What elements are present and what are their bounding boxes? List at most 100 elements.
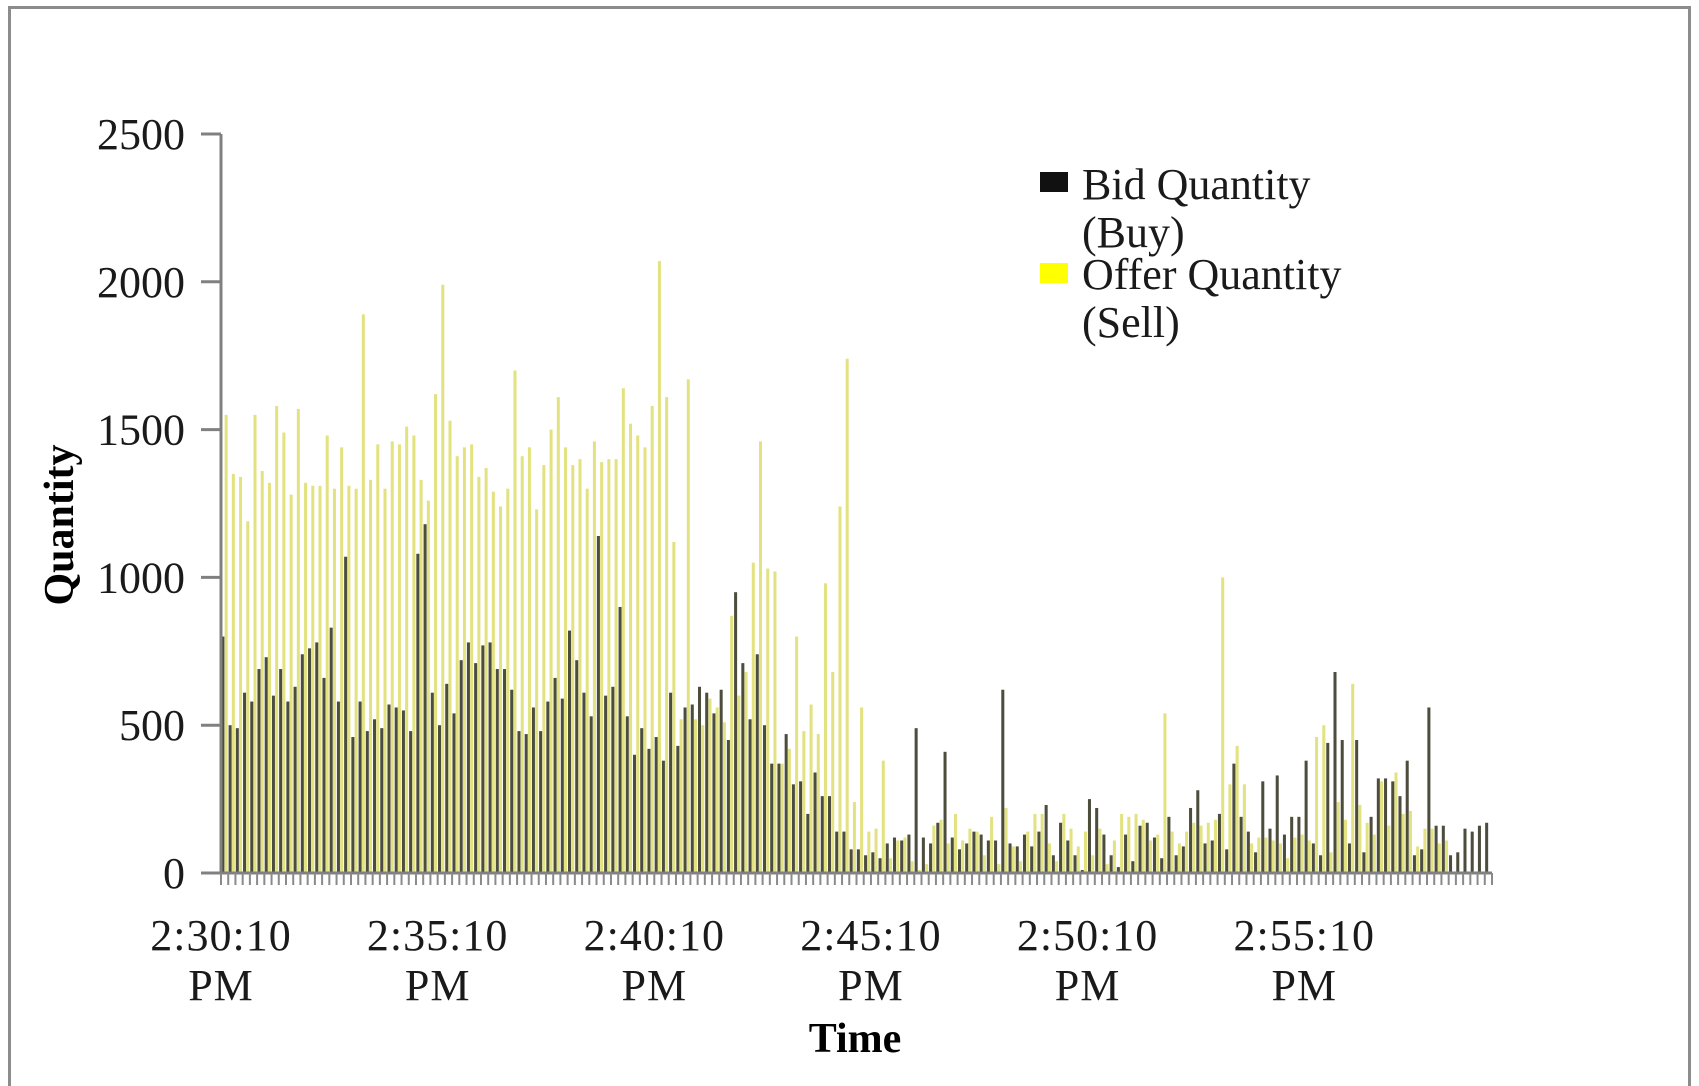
- offer-series-bars: [224, 261, 1449, 873]
- bid-bar: [661, 760, 665, 873]
- bid-bar: [1109, 855, 1113, 873]
- offer-bar: [455, 456, 459, 873]
- bid-bar: [1138, 825, 1142, 873]
- offer-bar: [361, 314, 365, 873]
- offer-bar: [556, 397, 560, 873]
- bid-bar: [1398, 796, 1402, 873]
- offer-bar: [412, 435, 416, 873]
- bid-bar: [1087, 799, 1091, 873]
- offer-bar: [1098, 828, 1102, 873]
- offer-bar: [578, 459, 582, 873]
- bid-bar: [553, 677, 557, 873]
- bid-bar: [1261, 781, 1265, 873]
- bid-bar: [329, 627, 333, 873]
- offer-bar: [397, 444, 401, 873]
- offer-bar: [614, 459, 618, 873]
- x-tick-label-time: 2:55:10: [1234, 911, 1375, 960]
- offer-bar: [383, 488, 387, 873]
- offer-bar: [1408, 810, 1412, 873]
- bid-bar: [697, 686, 702, 873]
- bid-bar: [1225, 849, 1229, 873]
- offer-bar: [795, 636, 799, 873]
- legend-swatch-offer: [1040, 263, 1068, 283]
- offer-bar: [925, 864, 929, 873]
- bid-bar: [1470, 831, 1474, 873]
- offer-bar: [332, 488, 336, 873]
- offer-bar: [816, 734, 820, 873]
- bid-bar: [1282, 834, 1286, 873]
- offer-bar: [535, 509, 539, 873]
- offer-bar: [1221, 577, 1225, 873]
- bid-bar: [300, 654, 304, 873]
- x-tick-label-time: 2:35:10: [367, 911, 508, 960]
- offer-bar: [780, 763, 784, 873]
- offer-bar: [1329, 852, 1333, 873]
- offer-bar: [347, 485, 351, 873]
- bid-bar: [1239, 816, 1243, 873]
- bid-bar: [813, 772, 817, 873]
- offer-bar: [1278, 843, 1282, 873]
- bid-bar: [264, 657, 268, 873]
- offer-bar: [838, 506, 842, 873]
- bid-bar: [1102, 834, 1106, 873]
- offer-bar: [513, 370, 517, 873]
- bid-bar: [409, 731, 413, 873]
- bid-bar: [1116, 867, 1120, 873]
- bid-bar: [430, 692, 434, 873]
- offer-bar: [831, 671, 835, 873]
- bid-bar: [950, 837, 954, 873]
- bid-bar: [994, 840, 998, 873]
- bid-bar: [914, 728, 918, 873]
- offer-bar: [477, 476, 481, 873]
- bid-bar: [445, 683, 449, 873]
- bid-bar: [257, 669, 261, 873]
- offer-bar: [629, 423, 633, 873]
- offer-bar: [434, 394, 438, 873]
- offer-bar: [1365, 822, 1369, 873]
- offer-bar: [975, 831, 979, 873]
- bid-bar: [358, 701, 362, 873]
- bid-bar: [1347, 843, 1351, 873]
- bid-bar: [1174, 855, 1178, 873]
- offer-bar: [737, 695, 741, 873]
- offer-bar: [896, 840, 900, 873]
- offer-bar: [600, 462, 604, 873]
- offer-bar: [809, 704, 813, 873]
- y-tick-label: 0: [163, 849, 185, 898]
- bid-bar: [503, 669, 507, 873]
- offer-bar: [311, 485, 315, 873]
- bid-bar: [900, 840, 904, 873]
- bid-bar: [235, 728, 239, 873]
- bid-bar: [1073, 855, 1077, 873]
- offer-bar: [253, 414, 257, 873]
- bid-bar: [1037, 831, 1041, 873]
- legend-label-offer-line2: (Sell): [1082, 298, 1180, 347]
- offer-bar: [910, 861, 914, 873]
- offer-bar: [990, 816, 994, 873]
- bid-bar: [1376, 778, 1380, 873]
- offer-bar: [1083, 831, 1088, 873]
- offer-bar: [499, 506, 503, 873]
- offer-bar: [441, 284, 445, 873]
- offer-bar: [470, 444, 474, 873]
- offer-bar: [968, 828, 972, 873]
- offer-bar: [1250, 843, 1254, 873]
- offer-bar: [730, 615, 734, 873]
- bid-bar: [856, 849, 860, 873]
- offer-bar: [665, 397, 669, 873]
- offer-bar: [1018, 861, 1023, 873]
- bid-bar: [907, 834, 911, 873]
- bid-bar: [806, 813, 810, 873]
- bid-bar: [589, 716, 593, 873]
- offer-bar: [1286, 858, 1290, 873]
- y-tick-label: 2500: [97, 110, 185, 159]
- offer-bar: [426, 500, 430, 873]
- bid-bar: [394, 707, 398, 873]
- bid-bar: [1160, 858, 1164, 873]
- offer-bar: [1300, 834, 1304, 873]
- bid-bar: [315, 642, 319, 873]
- offer-bar: [845, 358, 849, 873]
- offer-bar: [354, 488, 358, 873]
- x-axis-title: Time: [809, 1016, 902, 1062]
- bid-bar: [741, 663, 745, 873]
